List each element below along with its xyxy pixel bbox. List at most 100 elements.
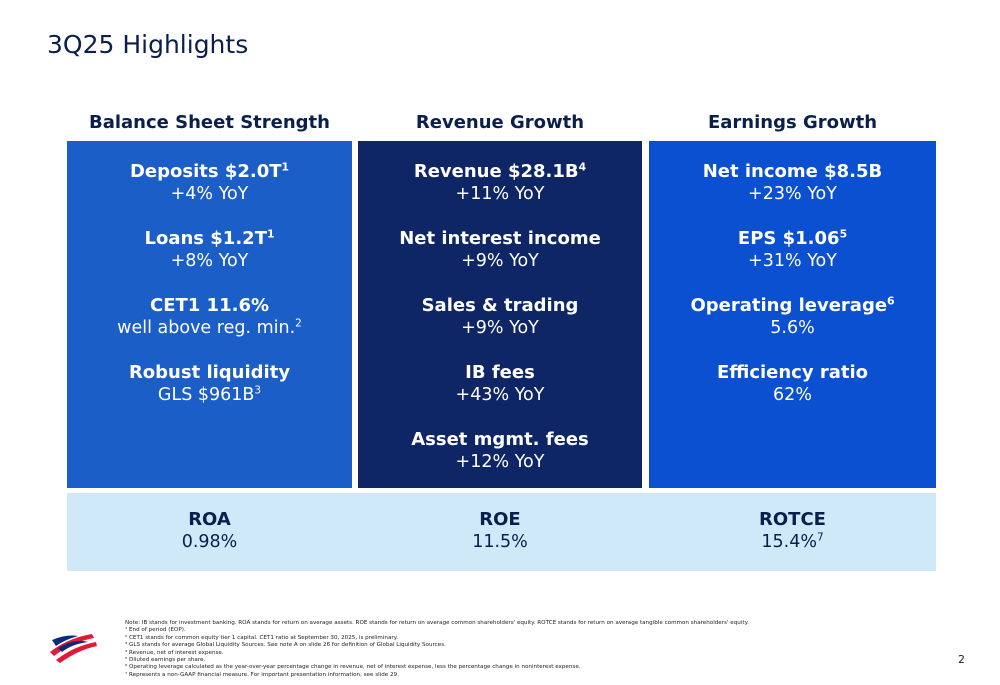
metric-label: ROE xyxy=(355,509,645,531)
item-detail-text: +9% YoY xyxy=(461,318,539,338)
column-heading: Revenue Growth xyxy=(415,112,585,133)
item-detail: +9% YoY xyxy=(358,250,642,272)
item-detail: +4% YoY xyxy=(67,183,352,205)
item-label: Robust liquidity xyxy=(67,362,352,384)
item-detail: +8% YoY xyxy=(67,250,352,272)
item-label: Loans $1.2T1 xyxy=(67,228,352,250)
column-panel: Net income $8.5B +23% YoY EPS $1.065 +31% Y… xyxy=(649,141,936,488)
highlight-item: CET1 11.6% well above reg. min.2 xyxy=(67,295,352,339)
slide-title: 3Q25 Highlights xyxy=(47,30,249,59)
item-detail-text: +43% YoY xyxy=(455,385,545,405)
highlight-item: Robust liquidity GLS $961B3 xyxy=(67,362,352,406)
item-label: Efficiency ratio xyxy=(649,362,936,384)
item-label-text: CET1 11.6% xyxy=(149,295,270,316)
footnote: ² CET1 stands for common equity tier 1 c… xyxy=(125,634,398,641)
metric-label-text: ROA xyxy=(188,509,231,530)
page-number: 2 xyxy=(958,653,965,666)
highlight-item: Efficiency ratio 62% xyxy=(649,362,936,406)
highlight-item: Revenue $28.1B4 +11% YoY xyxy=(358,161,642,205)
item-detail: +9% YoY xyxy=(358,317,642,339)
highlight-item: Operating leverage6 5.6% xyxy=(649,295,936,339)
item-detail: 5.6% xyxy=(649,317,936,339)
footnote: ⁷ Represents a non-GAAP financial measur… xyxy=(125,671,399,678)
item-label: Net interest income xyxy=(358,228,642,250)
footnote-marker: 6 xyxy=(887,294,895,308)
item-detail: 62% xyxy=(649,384,936,406)
item-label-text: Robust liquidity xyxy=(128,362,291,383)
logo xyxy=(50,634,97,663)
item-detail-text: +4% YoY xyxy=(170,184,249,204)
footnotes: Note: IB stands for investment banking. … xyxy=(125,620,749,679)
item-label: Asset mgmt. fees xyxy=(358,429,642,451)
footnote: ¹ End of period (EOP). xyxy=(125,627,186,634)
item-detail: +23% YoY xyxy=(649,183,936,205)
item-detail-text: GLS $961B xyxy=(157,385,255,405)
footnote: ³ GLS stands for average Global Liquidit… xyxy=(125,642,446,649)
metrics-band xyxy=(67,493,936,571)
item-label: EPS $1.065 xyxy=(649,228,936,250)
item-label: CET1 11.6% xyxy=(67,295,352,317)
metric-label: ROA xyxy=(65,509,355,531)
item-label: Deposits $2.0T1 xyxy=(67,161,352,183)
item-label-text: Asset mgmt. fees xyxy=(411,429,589,450)
item-detail: +11% YoY xyxy=(358,183,642,205)
item-detail-text: +11% YoY xyxy=(455,184,545,204)
footnote: ⁴ Revenue, net of interest expense. xyxy=(125,649,224,656)
metric-value: 0.98% xyxy=(65,531,355,553)
item-label-text: Revenue $28.1B xyxy=(413,161,579,182)
footnote-marker: 1 xyxy=(281,160,290,174)
item-detail: +43% YoY xyxy=(358,384,642,406)
item-detail-text: 5.6% xyxy=(770,318,815,338)
highlight-item: Loans $1.2T1 +8% YoY xyxy=(67,228,352,272)
item-detail-text: 62% xyxy=(773,385,812,405)
item-detail: +12% YoY xyxy=(358,451,642,473)
item-label-text: Net interest income xyxy=(399,228,601,249)
footnote-marker: 3 xyxy=(254,384,262,397)
highlight-item: Sales & trading +9% YoY xyxy=(358,295,642,339)
item-label: Sales & trading xyxy=(358,295,642,317)
metric-value-text: 15.4% xyxy=(761,532,817,552)
highlight-item: Asset mgmt. fees +12% YoY xyxy=(358,429,642,473)
footnote-marker: 5 xyxy=(839,227,848,241)
item-detail-text: +9% YoY xyxy=(461,251,539,271)
item-detail: well above reg. min.2 xyxy=(67,317,352,339)
highlight-item: Deposits $2.0T1 +4% YoY xyxy=(67,161,352,205)
item-label-text: Efficiency ratio xyxy=(716,362,869,383)
column-heading: Balance Sheet Strength xyxy=(89,112,330,133)
highlight-item: EPS $1.065 +31% YoY xyxy=(649,228,936,272)
item-label-text: Deposits $2.0T xyxy=(129,161,282,182)
metric: ROTCE 15.4%7 xyxy=(648,509,938,553)
metric-label-text: ROTCE xyxy=(759,509,826,530)
footnote-marker: 7 xyxy=(816,531,824,544)
highlight-item: Net interest income +9% YoY xyxy=(358,228,642,272)
item-detail-text: +8% YoY xyxy=(170,251,249,271)
column-panel: Deposits $2.0T1 +4% YoY Loans $1.2T1 +8% Yo… xyxy=(67,141,352,488)
metric: ROE 11.5% xyxy=(355,509,645,553)
metric-label: ROTCE xyxy=(648,509,938,531)
metric-value: 11.5% xyxy=(355,531,645,553)
footnote: ⁶ Operating leverage calculated as the y… xyxy=(125,664,581,671)
footnote: Note: IB stands for investment banking. … xyxy=(125,620,749,626)
item-detail: GLS $961B3 xyxy=(67,384,352,406)
metric-value-text: 0.98% xyxy=(181,532,238,552)
item-label: Net income $8.5B xyxy=(649,161,936,183)
metric: ROA 0.98% xyxy=(65,509,355,553)
item-detail-text: +31% YoY xyxy=(748,251,837,271)
item-label-text: Operating leverage xyxy=(690,295,888,316)
footnote: ⁵ Diluted earnings per share. xyxy=(125,657,206,664)
item-detail: +31% YoY xyxy=(649,250,936,272)
item-detail-text: +12% YoY xyxy=(455,452,545,472)
item-label: Revenue $28.1B4 xyxy=(358,161,642,183)
footnote-marker: 1 xyxy=(266,227,275,241)
item-label-text: EPS $1.06 xyxy=(737,228,840,249)
item-label-text: Sales & trading xyxy=(421,295,579,316)
item-label: Operating leverage6 xyxy=(649,295,936,317)
item-detail-text: +23% YoY xyxy=(748,184,837,204)
item-label-text: Net income $8.5B xyxy=(702,161,883,182)
metric-value-text: 11.5% xyxy=(472,532,528,552)
item-label-text: Loans $1.2T xyxy=(144,228,267,249)
highlight-item: IB fees +43% YoY xyxy=(358,362,642,406)
metric-value: 15.4%7 xyxy=(648,531,938,553)
column-panel: Revenue $28.1B4 +11% YoY Net interest inco… xyxy=(358,141,642,488)
